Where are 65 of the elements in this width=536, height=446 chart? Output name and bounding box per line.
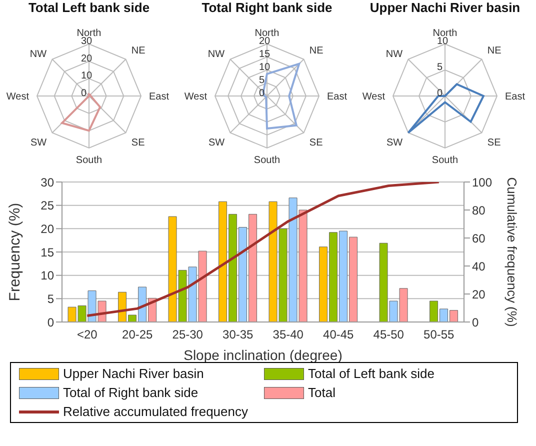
y-tick-label: 10 [259, 62, 271, 73]
spoke-label: NW [30, 49, 48, 60]
legend-label: Relative accumulated frequency [63, 404, 248, 419]
x-tick-label: 20-25 [122, 328, 154, 342]
spoke-label: NW [386, 49, 404, 60]
spoke-label: East [327, 92, 348, 103]
x-tick-label: 40-45 [323, 328, 354, 342]
spoke-label: NE [309, 46, 324, 57]
y-axis-title: Frequency (%) [6, 202, 24, 302]
y2-tick-label: 0 [472, 315, 479, 330]
y-tick-label: 30 [40, 175, 54, 190]
y-tick-label: 10 [81, 70, 93, 82]
y-tick-label: 5 [259, 75, 265, 86]
spoke-label: SE [131, 138, 146, 149]
spoke-label: SW [208, 138, 226, 149]
spoke-label: NW [208, 49, 226, 60]
y-tick-label: 30 [81, 36, 93, 47]
x-tick-label: 25-30 [172, 328, 204, 342]
x-tick-label: 45-50 [373, 328, 404, 342]
y-tick-label: 0 [81, 88, 87, 99]
y2-tick-label: 80 [472, 203, 486, 218]
legend-label: Total of Right bank side [63, 385, 198, 400]
chart-title: Total Left bank side [27, 0, 151, 17]
y2-tick-label: 20 [472, 287, 486, 302]
x-tick-label: 50-55 [424, 328, 455, 342]
spoke-label: NE [487, 46, 502, 57]
x-axis-title: Slope inclination (degree) [184, 347, 342, 363]
spoke-label: West [6, 92, 30, 103]
spoke-label: West [184, 92, 208, 103]
y-tick-label: 15 [259, 49, 271, 60]
spoke-label: East [505, 92, 526, 103]
spoke-label: SE [487, 138, 502, 149]
spoke-label: South [432, 155, 458, 166]
line-series [86, 182, 440, 317]
y2-axis-title: Cumulative frequency (%) [504, 177, 520, 327]
y2-tick-label: 60 [472, 231, 486, 246]
x-tick-label: 30-35 [222, 328, 254, 342]
y-tick-label: 0 [47, 315, 54, 330]
spoke-label: South [254, 155, 280, 166]
spoke-label: West [362, 92, 386, 103]
chart-title: Total Right bank side [200, 0, 334, 17]
y-tick-label: 5 [437, 62, 443, 73]
y-tick-label: 0 [259, 88, 265, 99]
spoke-label: SE [309, 138, 324, 149]
x-tick-label: 35-40 [272, 328, 304, 342]
y-tick-label: 10 [437, 36, 449, 47]
y2-tick-label: 40 [472, 259, 486, 274]
y-tick-label: 20 [259, 36, 271, 47]
y2-tick-label: 100 [472, 175, 492, 190]
y-tick-label: 15 [40, 245, 54, 260]
spoke-label: SW [30, 138, 48, 149]
y-tick-label: 20 [81, 53, 93, 64]
legend-label: Total [308, 385, 336, 400]
x-tick-label: <20 [76, 328, 98, 342]
y-tick-label: 5 [47, 292, 54, 306]
legend-label: Upper Nachi River basin [63, 366, 204, 381]
y-tick-label: 10 [40, 268, 54, 283]
y-tick-label: 25 [40, 198, 54, 213]
spoke-label: SW [386, 138, 404, 149]
y-tick-label: 20 [40, 222, 54, 236]
spoke-label: South [76, 155, 102, 166]
spoke-label: NE [131, 46, 146, 57]
spoke-label: East [149, 92, 170, 103]
chart-title: Upper Nachi River basin [368, 0, 522, 17]
legend-label: Total of Left bank side [308, 366, 434, 381]
